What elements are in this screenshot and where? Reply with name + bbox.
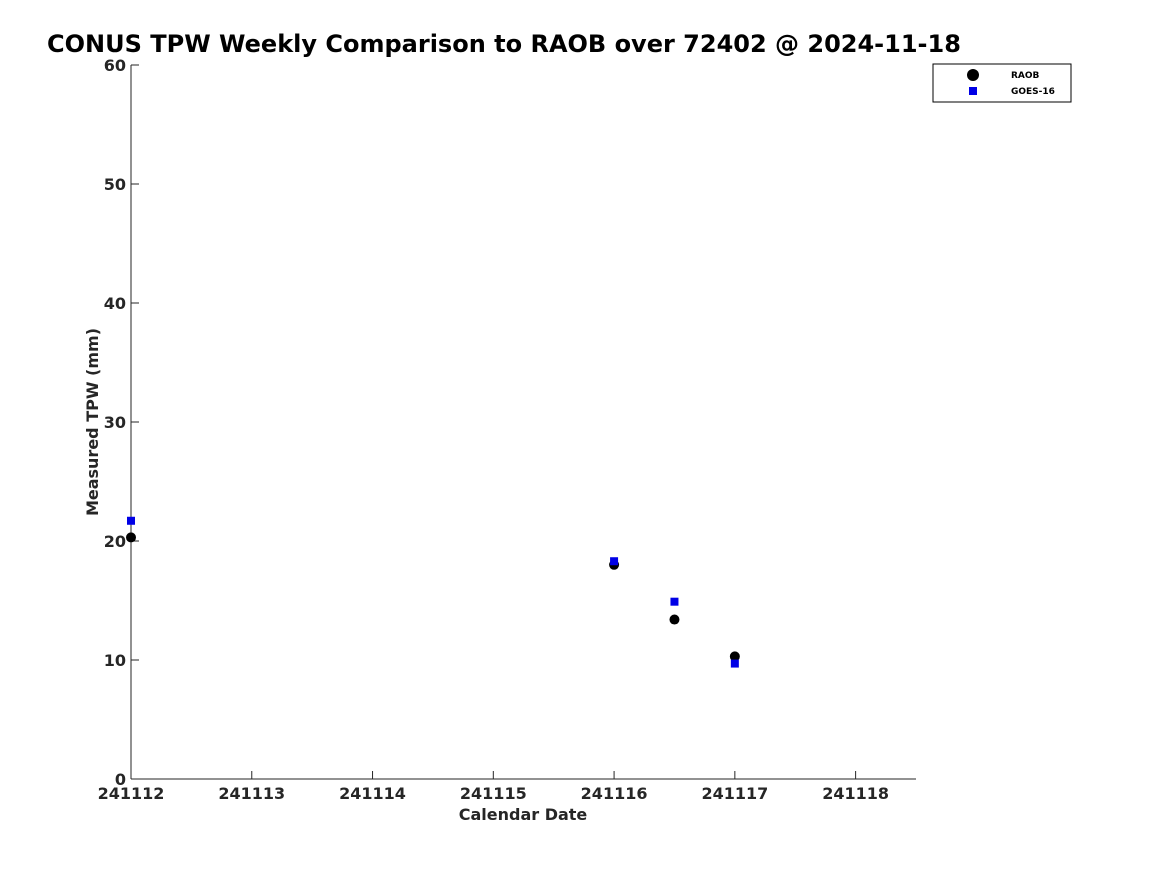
goes16-point <box>610 557 619 566</box>
y-tick-label: 10 <box>104 651 126 670</box>
y-tick-label: 30 <box>104 413 126 432</box>
x-axis-label: Calendar Date <box>459 805 588 824</box>
x-tick-label: 241116 <box>581 784 648 803</box>
y-tick-label: 40 <box>104 294 126 313</box>
x-tick-label: 241112 <box>98 784 165 803</box>
y-tick-label: 0 <box>115 770 126 789</box>
legend-goes-label: GOES-16 <box>1011 87 1055 97</box>
x-tick-label: 241118 <box>822 784 889 803</box>
x-tick-label: 241117 <box>701 784 768 803</box>
x-axis-ticks: 241112 241113 241114 241115 241116 241117 2411… <box>98 771 889 803</box>
goes16-point <box>670 597 679 606</box>
y-axis-label: Measured TPW (mm) <box>83 328 102 516</box>
chart-title: CONUS TPW Weekly Comparison to RAOB over… <box>47 30 961 58</box>
goes16-point <box>730 659 739 668</box>
legend-raob-label: RAOB <box>1011 71 1040 81</box>
y-axis-ticks: 0 10 20 30 40 50 60 <box>104 56 139 789</box>
y-tick-label: 50 <box>104 175 126 194</box>
legend: RAOB GOES-16 <box>932 63 1072 103</box>
raob-point <box>669 614 680 625</box>
data-points <box>126 516 740 668</box>
x-tick-label: 241113 <box>218 784 285 803</box>
legend-raob-marker <box>967 69 979 81</box>
goes16-point <box>127 516 135 525</box>
legend-goes-marker <box>969 87 977 95</box>
y-tick-label: 20 <box>104 532 126 551</box>
y-tick-label: 60 <box>104 56 126 75</box>
raob-point <box>126 532 136 543</box>
raob-point <box>729 651 740 662</box>
axes <box>130 65 916 780</box>
x-tick-label: 241115 <box>460 784 527 803</box>
legend-box <box>932 63 1072 103</box>
x-tick-label: 241114 <box>339 784 406 803</box>
